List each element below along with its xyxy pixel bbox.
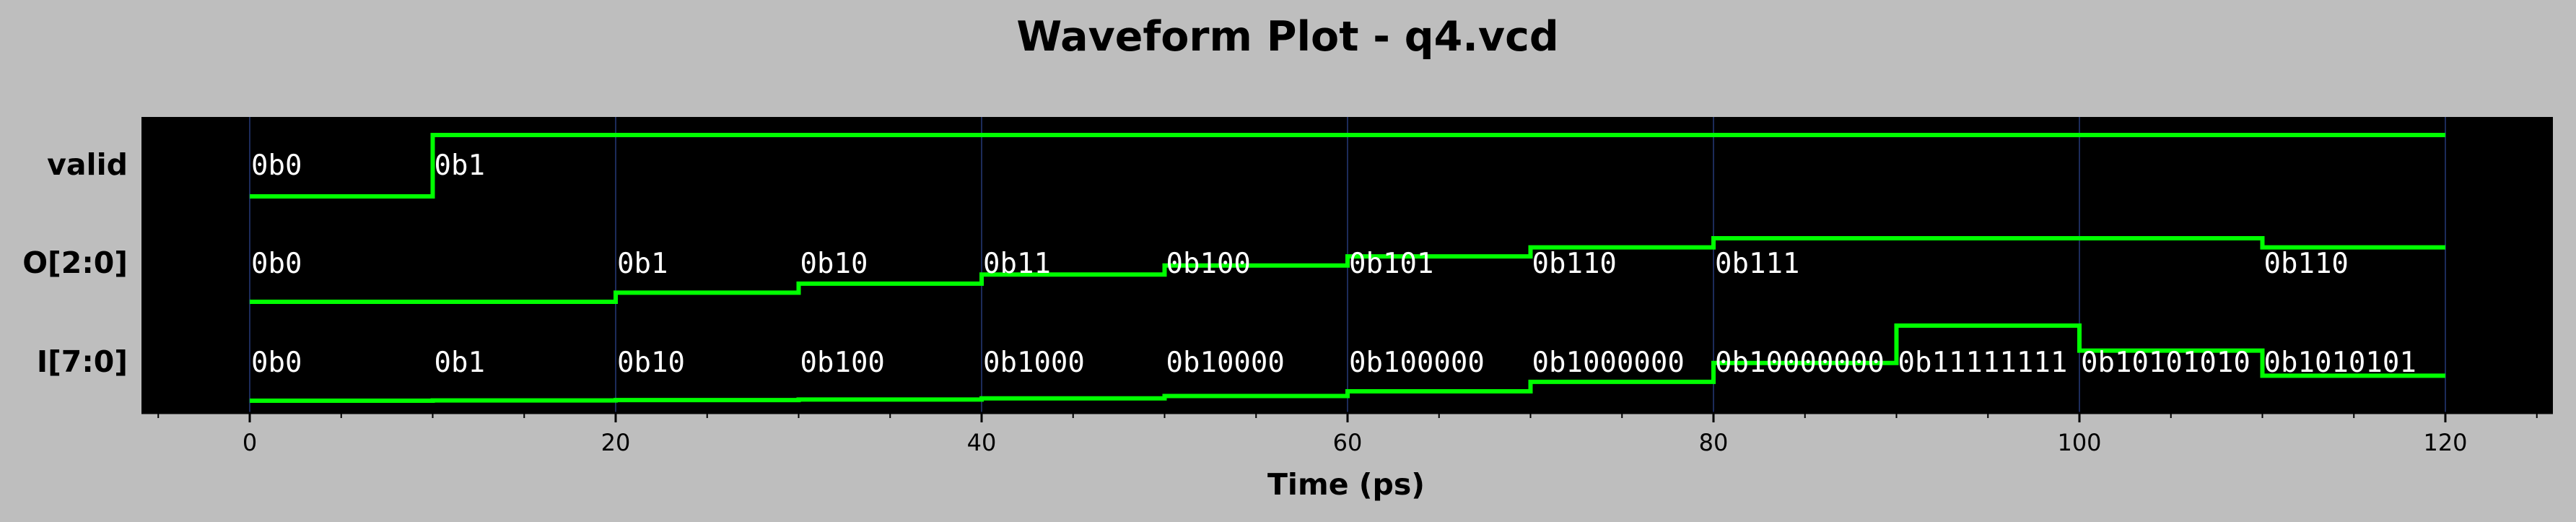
value-label: 0b1000000 xyxy=(1532,347,1685,379)
value-label: 0b100000 xyxy=(1349,347,1485,379)
x-tick-label: 0 xyxy=(243,429,257,456)
signal-name: O[2:0] xyxy=(22,245,128,280)
chart-title: Waveform Plot - q4.vcd xyxy=(1016,13,1558,61)
x-tick-label: 120 xyxy=(2423,429,2467,456)
value-label: 0b0 xyxy=(251,248,302,280)
x-tick-label: 100 xyxy=(2057,429,2101,456)
value-label: 0b1 xyxy=(435,149,485,182)
value-label: 0b110 xyxy=(1532,248,1617,280)
signal-names: valid O[2:0] I[7:0] xyxy=(22,147,128,379)
value-label: 0b1 xyxy=(617,248,668,280)
x-axis: 0 20 40 60 80 100 120 xyxy=(141,412,2553,456)
signal-traces xyxy=(250,133,2445,403)
value-label: 0b1000 xyxy=(983,347,1085,379)
value-label: 0b11111111 xyxy=(1898,347,2068,379)
x-tick-label: 80 xyxy=(1699,429,1729,456)
value-label: 0b1 xyxy=(435,347,485,379)
value-label: 0b110 xyxy=(2264,248,2349,280)
signal-trace xyxy=(250,236,2445,304)
value-label: 0b0 xyxy=(251,347,302,379)
signal-trace xyxy=(250,323,2445,403)
value-label: 0b11 xyxy=(983,248,1051,280)
value-label: 0b100 xyxy=(1166,248,1251,280)
value-label: 0b101 xyxy=(1349,248,1433,280)
value-labels: 0b0 0b1 0b0 0b1 0b10 0b11 0b100 0b101 0b110 0b111… xyxy=(251,149,2416,379)
value-label: 0b111 xyxy=(1715,248,1799,280)
x-tick-label: 40 xyxy=(967,429,997,456)
value-label: 0b10000000 xyxy=(1715,347,1885,379)
grid-lines xyxy=(249,117,2446,413)
signal-name: valid xyxy=(47,147,128,182)
value-label: 0b10 xyxy=(800,248,868,280)
x-axis-label: Time (ps) xyxy=(1267,467,1425,502)
value-label: 0b100 xyxy=(800,347,885,379)
x-tick-label: 60 xyxy=(1333,429,1363,456)
value-label: 0b10 xyxy=(617,347,685,379)
signal-trace xyxy=(250,133,2445,199)
signal-name: I[7:0] xyxy=(37,344,128,379)
x-tick-label: 20 xyxy=(601,429,631,456)
value-label: 0b0 xyxy=(251,149,302,182)
value-label: 0b1010101 xyxy=(2264,347,2416,379)
value-label: 0b10101010 xyxy=(2081,347,2250,379)
value-label: 0b10000 xyxy=(1166,347,1285,379)
